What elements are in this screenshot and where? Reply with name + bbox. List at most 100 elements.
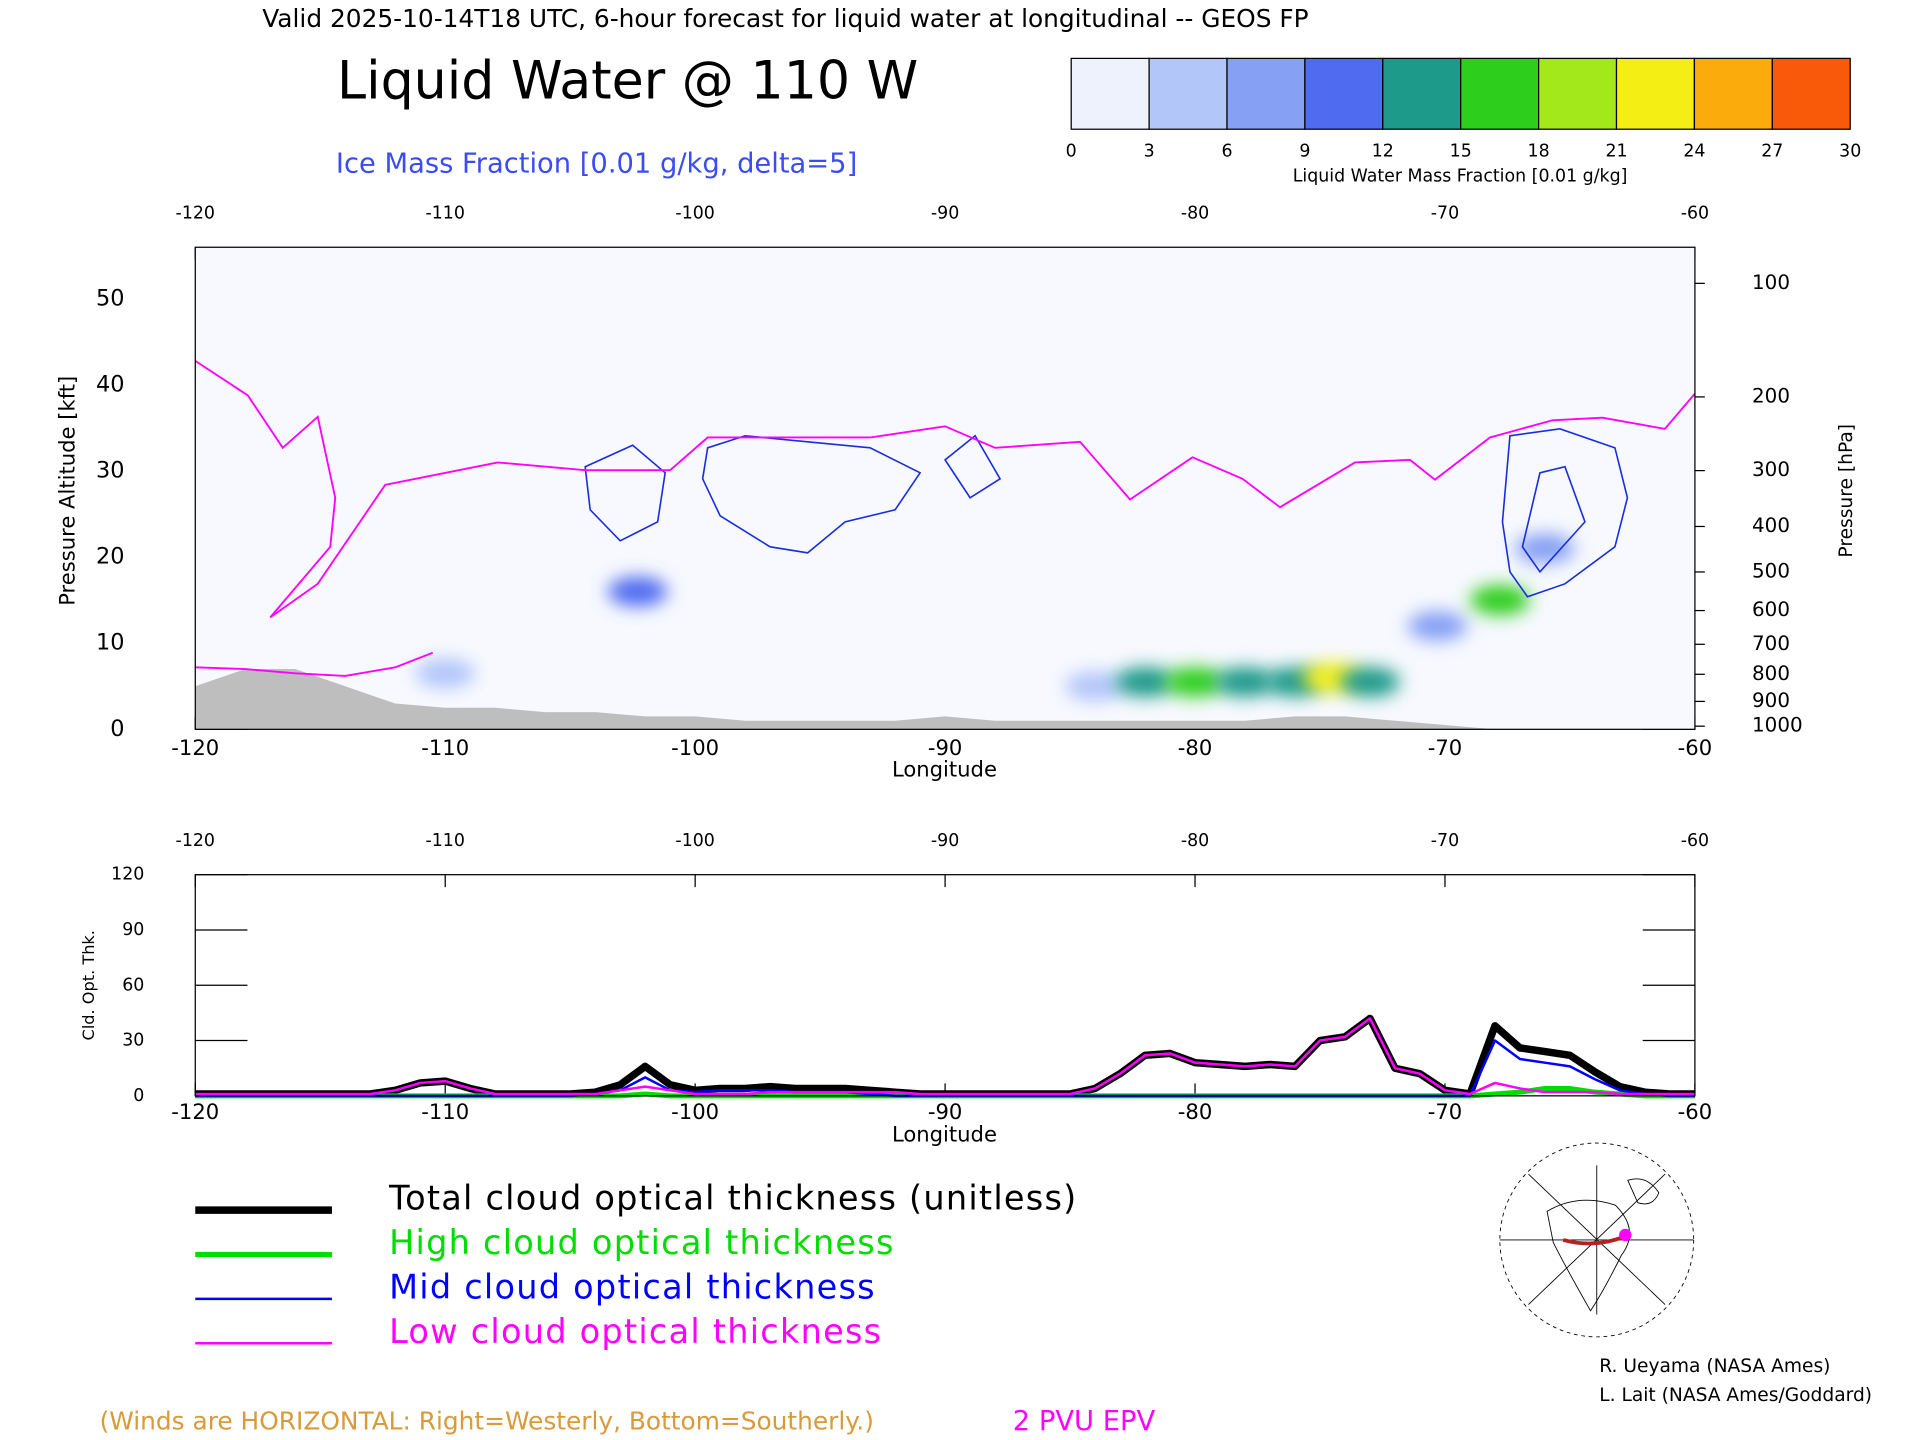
colorbar-bin [1304,57,1384,130]
x-tick-label-top: -60 [1681,204,1709,224]
y2-tick-label: 300 [1752,458,1790,481]
liquid-water-cell [1515,533,1575,564]
liquid-water [415,533,1575,702]
y-tick-label: 30 [96,458,124,484]
colorbar-label: Liquid Water Mass Fraction [0.01 g/kg] [1293,166,1628,186]
x-tick-label-top: -100 [675,204,714,224]
x-tick-label: -110 [421,1099,469,1124]
x-tick-label-top: -120 [176,831,215,851]
colorbar-tick-label: 0 [1066,142,1077,162]
colorbar-bin [1226,57,1306,130]
colorbar-tick-label: 24 [1683,142,1705,162]
x-tick-label: -80 [1178,1099,1212,1124]
ice-contour [944,434,1002,499]
y2-tick-label: 700 [1752,632,1790,655]
subtitle: Ice Mass Fraction [0.01 g/kg, delta=5] [336,149,857,180]
plot-frame [194,246,1696,730]
colorbar-bin [1148,57,1228,130]
credit: L. Lait (NASA Ames/Goddard) [1599,1385,1872,1406]
liquid-water-cell [1065,671,1125,702]
liquid-water-cell [1407,611,1468,641]
liquid-water-cell [1115,667,1175,697]
x-tick-label-top: -110 [425,204,464,224]
terrain [195,669,1695,730]
x-tick-label: -60 [1678,735,1712,760]
credit: R. Ueyama (NASA Ames) [1599,1356,1830,1377]
pv-line [194,360,1696,677]
x-tick-label-top: -80 [1181,204,1209,224]
y-tick-label: 20 [96,544,124,570]
colorbar-bin [1460,57,1540,130]
colorbar-tick-label: 18 [1528,142,1550,162]
colorbar-bin [1615,57,1696,130]
y-axis-label: Cld. Opt. Thk. [79,930,98,1040]
x-tick-label-top: -110 [425,831,464,851]
header: Valid 2025-10-14T18 UTC, 6-hour forecast… [262,4,1308,33]
liquid-water-cell [1215,667,1275,697]
y-tick-label: 10 [96,630,124,656]
liquid-water-cell [607,576,668,607]
y2-tick-label: 1000 [1752,714,1803,737]
y2-tick-label: 200 [1752,384,1790,407]
y2-tick-label: 800 [1752,662,1790,685]
x-tick-label: -70 [1428,1099,1462,1124]
pv-legend: 2 PVU EPV [1013,1406,1156,1437]
y-tick-label: 50 [96,285,124,311]
x-tick-label-top: -90 [931,831,959,851]
plot-background [195,247,1695,730]
colorbar-bin [1693,57,1773,130]
ice-contour [1521,465,1586,574]
x-tick-label: -120 [171,1099,219,1124]
colorbar-tick-label: 9 [1299,142,1310,162]
colorbar-tick-label: 3 [1144,142,1155,162]
y-tick-label: 60 [122,975,144,995]
locator-map [1499,1142,1695,1338]
liquid-water-cell [1340,667,1400,697]
x-tick-label-top: -120 [176,204,215,224]
legend-label: High cloud optical thickness [389,1223,895,1262]
legend-label: Total cloud optical thickness (unitless) [388,1179,1077,1218]
colorbar-bin [1070,57,1150,130]
liquid-water-cell [1165,667,1225,697]
ice-contour [701,434,922,554]
colorbar-bin [1537,57,1618,130]
x-tick-label-top: -90 [931,204,959,224]
x-tick-label: -90 [928,735,962,760]
plot-frame [194,874,1696,1097]
colorbar-tick-label: 6 [1221,142,1232,162]
y2-axis-label: Pressure [hPa] [1836,424,1857,558]
y2-tick-label: 400 [1752,514,1790,537]
y2-tick-label: 600 [1752,598,1790,621]
legend-label: Mid cloud optical thickness [389,1267,876,1306]
liquid-water-cell [1470,585,1530,616]
x-tick-label: -120 [171,735,219,760]
x-tick-label: -100 [671,735,719,760]
y-tick-label: 0 [110,716,124,742]
colorbar-tick-label: 30 [1839,142,1861,162]
x-tick-label: -90 [928,1099,962,1124]
x-tick-label: -70 [1428,735,1462,760]
y2-tick-label: 100 [1752,271,1790,294]
series-line [195,1017,1695,1096]
ice-contour [584,444,667,542]
colorbar-tick-label: 21 [1605,142,1627,162]
x-axis-label: Longitude [892,756,997,781]
x-tick-label-top: -70 [1431,204,1459,224]
x-tick-label: -80 [1178,735,1212,760]
y2-tick-label: 500 [1752,559,1790,582]
colorbar-bin [1382,57,1462,130]
y-axis-label: Pressure Altitude [kft] [55,376,80,606]
ice-contour [1501,428,1629,598]
colorbar-tick-label: 27 [1761,142,1783,162]
y-tick-label: 40 [96,371,124,397]
legend-label: Low cloud optical thickness [389,1312,882,1351]
chart-title: Liquid Water @ 110 W [337,51,918,111]
x-tick-label-top: -80 [1181,831,1209,851]
y-tick-label: 120 [111,865,144,885]
x-axis-label: Longitude [892,1122,997,1147]
colorbar-tick-label: 15 [1450,142,1472,162]
x-tick-label: -60 [1678,1099,1712,1124]
x-tick-label-top: -70 [1431,831,1459,851]
